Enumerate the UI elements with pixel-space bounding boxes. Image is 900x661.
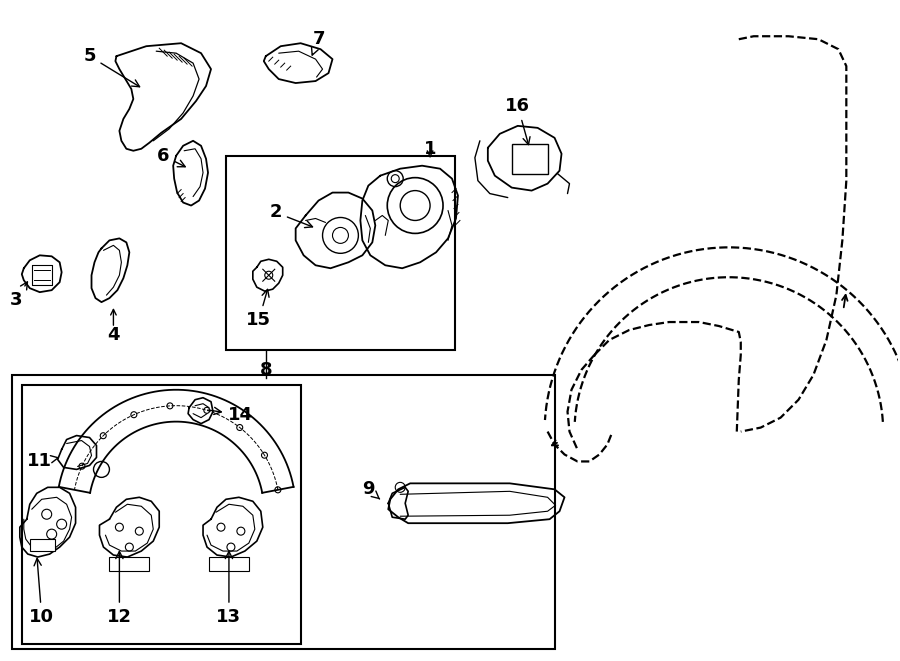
Text: 10: 10 xyxy=(29,559,54,626)
Text: 15: 15 xyxy=(247,290,271,329)
Bar xyxy=(209,557,248,571)
Text: 5: 5 xyxy=(84,47,140,87)
Bar xyxy=(22,385,301,644)
Text: 4: 4 xyxy=(107,326,120,344)
Bar xyxy=(30,539,55,551)
Text: 13: 13 xyxy=(216,551,241,626)
Text: 3: 3 xyxy=(10,282,27,309)
Bar xyxy=(12,375,554,648)
Text: 11: 11 xyxy=(27,452,58,471)
Text: 6: 6 xyxy=(157,147,185,167)
Text: 7: 7 xyxy=(311,30,325,55)
Bar xyxy=(512,144,547,174)
Text: 14: 14 xyxy=(208,406,254,424)
Text: 12: 12 xyxy=(107,551,132,626)
Text: 9: 9 xyxy=(362,481,380,499)
Text: 2: 2 xyxy=(269,204,312,227)
Text: 16: 16 xyxy=(505,97,530,145)
Text: 1: 1 xyxy=(424,139,436,158)
Bar xyxy=(226,156,455,350)
Bar xyxy=(110,557,149,571)
Text: 8: 8 xyxy=(259,361,272,379)
